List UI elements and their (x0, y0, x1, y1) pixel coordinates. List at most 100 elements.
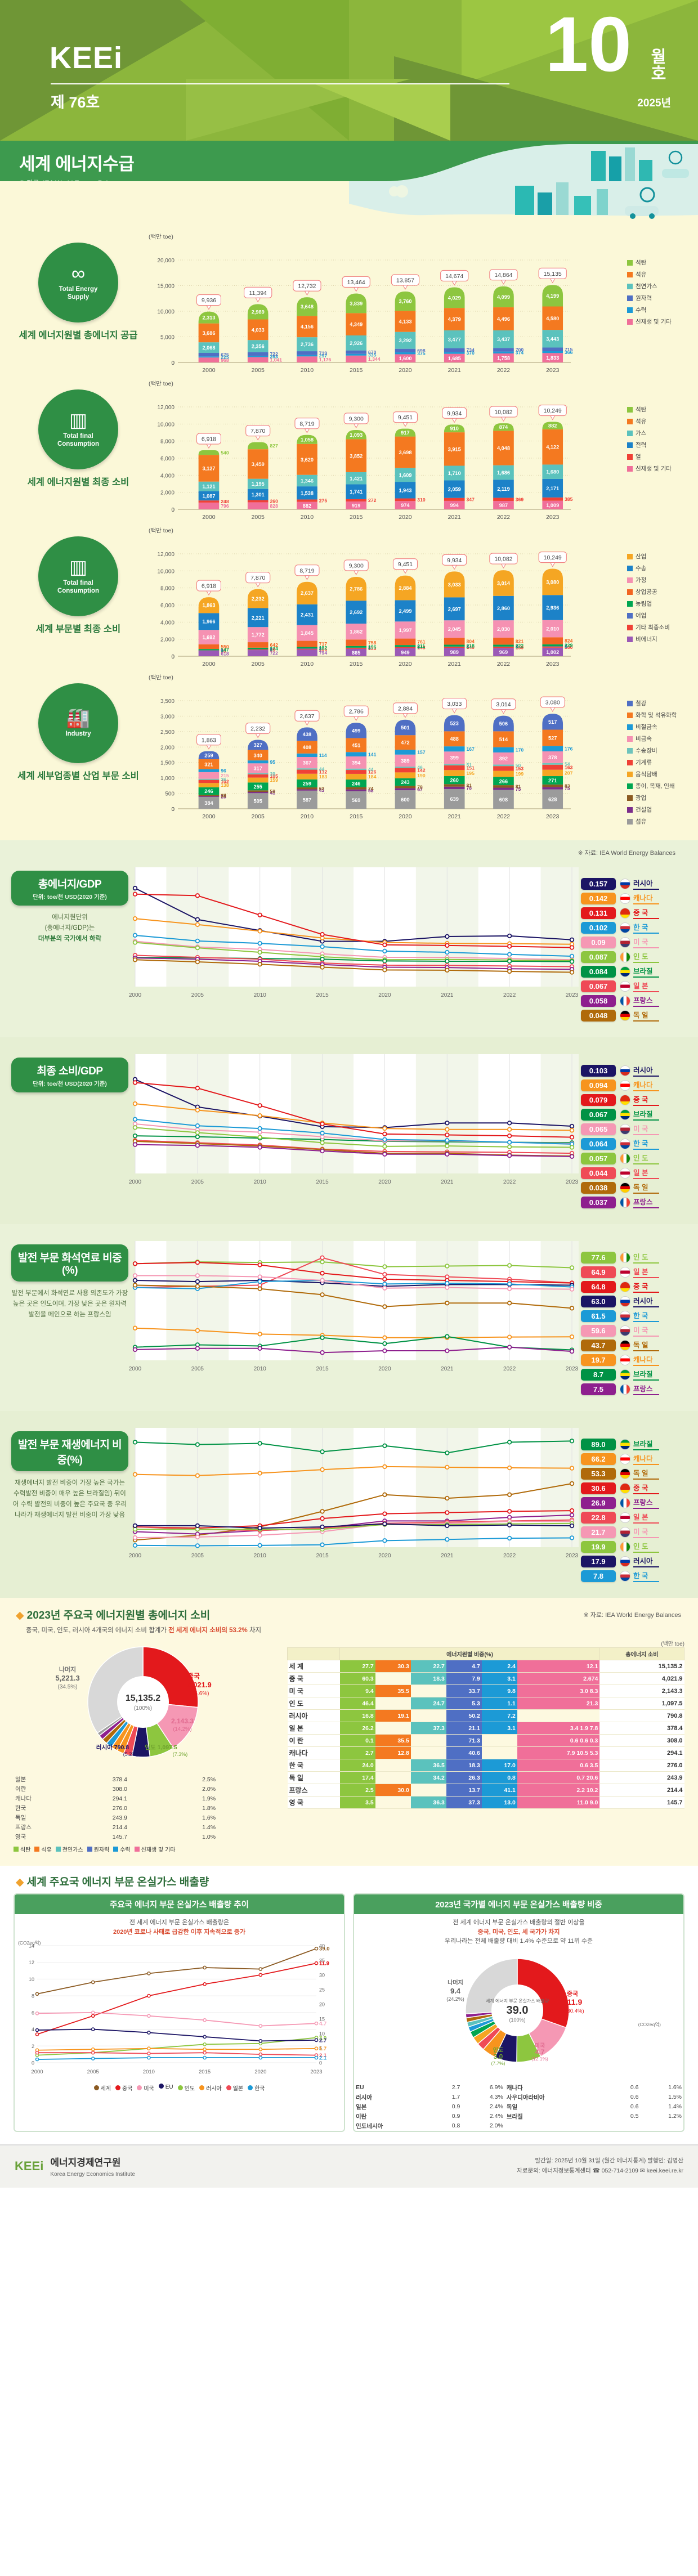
ranking-row: 64.8 중 국 (581, 1280, 687, 1293)
svg-text:917: 917 (401, 430, 409, 436)
ghg-cell-name2: 캐나다 (506, 2084, 523, 2091)
ranking-value: 0.131 (581, 907, 616, 919)
svg-text:2,059: 2,059 (448, 487, 461, 492)
flag-icon-ru (620, 1296, 630, 1307)
svg-text:794: 794 (319, 650, 328, 656)
table-total: 15,135.2 (599, 1660, 684, 1673)
svg-text:327: 327 (254, 742, 262, 748)
flag-icon-kr (620, 1138, 630, 1149)
svg-text:246: 246 (352, 781, 360, 786)
flag-icon-ca (620, 1354, 630, 1365)
table-cell (410, 1685, 446, 1697)
svg-text:3,852: 3,852 (350, 453, 363, 459)
svg-text:994: 994 (450, 503, 459, 508)
svg-text:2023: 2023 (546, 514, 560, 521)
svg-text:62: 62 (319, 786, 325, 791)
svg-text:2,000: 2,000 (160, 745, 174, 751)
ranking-country: 인 도 (633, 1152, 659, 1164)
svg-text:38: 38 (221, 793, 226, 799)
line-title-pill: 발전 부문 화석연료 비중(%) (11, 1244, 128, 1282)
svg-text:501: 501 (401, 725, 409, 731)
ranking-value: 64.9 (581, 1266, 616, 1278)
svg-text:719: 719 (319, 351, 328, 356)
plot-industry: (백만 toe) 0 500 1,000 1,500 2,000 2,500 3,000 3,… (149, 673, 627, 822)
svg-text:9,451: 9,451 (398, 561, 413, 568)
legend-swatch (627, 807, 633, 813)
legend-swatch (627, 759, 633, 765)
svg-text:167: 167 (467, 746, 475, 752)
svg-text:30: 30 (319, 1973, 325, 1978)
svg-text:587: 587 (303, 797, 311, 803)
legend-item: 석탄 (627, 258, 690, 267)
pie-legend-item: 천연가스 (55, 1845, 83, 1853)
svg-text:4,199: 4,199 (546, 293, 559, 299)
ghg-legend-item: 세계 (93, 2084, 111, 2092)
svg-text:259: 259 (303, 781, 311, 786)
svg-text:2015: 2015 (350, 661, 363, 667)
ranking-value: 0.087 (581, 951, 616, 963)
svg-text:2021: 2021 (448, 813, 462, 820)
svg-text:75: 75 (516, 786, 521, 792)
ghg-cell-name2: 브라질 (506, 2113, 523, 2120)
ranking-value: 89.0 (581, 1438, 616, 1450)
ranking-row: 0.102 한 국 (581, 921, 687, 934)
svg-text:12,732: 12,732 (298, 283, 316, 290)
table-country: 세 계 (287, 1660, 340, 1673)
pie-legend-item: 석탄 (14, 1845, 30, 1853)
legend-swatch (627, 818, 633, 825)
svg-text:7,870: 7,870 (250, 428, 265, 434)
icon-badge-circle: ▥ Total final Consumption (38, 389, 118, 469)
ghg-cell-pct2: 1.5% (668, 2094, 682, 2100)
svg-text:8: 8 (516, 644, 518, 649)
table-cell: 35.5 (375, 1734, 411, 1747)
flag-icon-br (620, 1439, 630, 1450)
svg-text:58: 58 (368, 787, 374, 793)
table-cell: 5.3 (446, 1697, 482, 1710)
ranking-country: 한 국 (633, 1310, 659, 1322)
ranking-country: 한 국 (633, 921, 659, 934)
svg-text:874: 874 (499, 424, 508, 430)
svg-text:828: 828 (270, 503, 279, 509)
table-row: 독 일 17.4 34.2 26.3 0.8 0.7 20.6 243.9 (287, 1771, 684, 1784)
pie-side-row: 한국 276.0 1.8% (14, 1803, 284, 1813)
svg-text:51: 51 (467, 762, 472, 768)
svg-text:2022: 2022 (497, 813, 511, 820)
svg-text:974: 974 (401, 503, 410, 508)
issue-month-label: 월호 (648, 48, 666, 82)
ranking-country: 프랑스 (633, 994, 659, 1007)
svg-text:44: 44 (368, 767, 374, 772)
ranking-value: 0.079 (581, 1094, 616, 1106)
ranking-country: 중 국 (633, 1482, 659, 1494)
svg-text:중국: 중국 (567, 1990, 578, 1997)
ghg-table-row: 이란 0.9 2.4% 브라질 0.5 1.2% (354, 2112, 683, 2121)
ranking-value: 0.142 (581, 892, 616, 904)
legend-swatch (627, 319, 633, 325)
ranking-country: 브라질 (633, 1108, 659, 1121)
badge-en-line1: Total final (63, 579, 93, 586)
ranking-country: 중 국 (633, 907, 659, 919)
svg-text:81: 81 (467, 783, 472, 789)
table-cell: 21.1 (446, 1722, 482, 1735)
svg-text:174: 174 (270, 646, 279, 651)
svg-text:297: 297 (319, 353, 328, 359)
badge-en-line2: Consumption (57, 441, 100, 447)
svg-text:9,451: 9,451 (398, 414, 413, 421)
legend-label: 원자력 (636, 295, 652, 302)
svg-text:408: 408 (303, 745, 311, 750)
svg-text:949: 949 (401, 649, 409, 655)
svg-text:321: 321 (204, 761, 213, 767)
flag-icon-fr (620, 1383, 630, 1395)
legend-label: 건설업 (636, 807, 652, 813)
svg-text:569: 569 (352, 798, 360, 803)
svg-text:2005: 2005 (252, 514, 265, 521)
table-row: 세 계 27.7 30.3 22.7 4.7 2.4 12.1 15,135.2 (287, 1660, 684, 1673)
table-cell: 22.7 (410, 1660, 446, 1673)
svg-text:14,674: 14,674 (445, 273, 463, 280)
ranking-value: 8.7 (581, 1368, 616, 1381)
svg-text:3,014: 3,014 (496, 701, 511, 708)
flag-icon-us (620, 1325, 630, 1336)
svg-text:6,918: 6,918 (202, 436, 216, 443)
ghg-table-row: 러시아 1.7 4.3% 사우디아라비아 0.6 1.5% (354, 2093, 683, 2102)
legend-swatch (627, 771, 633, 777)
